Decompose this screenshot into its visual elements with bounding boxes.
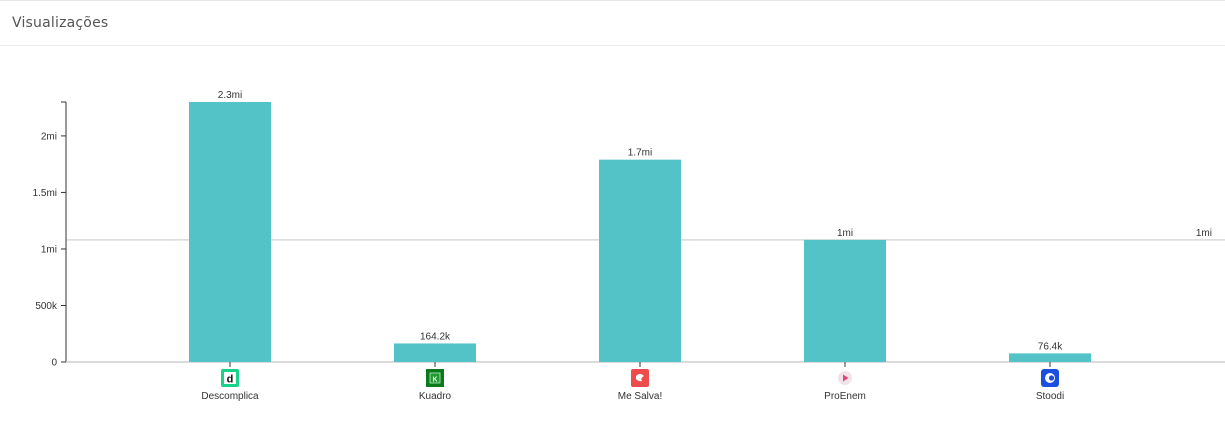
y-tick-label: 1mi xyxy=(41,244,57,255)
bar-value-label: 1mi xyxy=(837,228,853,239)
y-tick-label: 0 xyxy=(51,358,57,369)
bar[interactable] xyxy=(189,102,271,362)
proenem-logo-icon xyxy=(838,371,852,385)
bar[interactable] xyxy=(394,343,476,362)
bar-value-label: 76.4k xyxy=(1038,341,1063,352)
y-tick-label: 500k xyxy=(35,301,58,312)
svg-text:d: d xyxy=(227,374,234,386)
x-tick-label: ProEnem xyxy=(824,391,866,402)
svg-text:K: K xyxy=(432,377,437,384)
bar-chart: 1mi 0 500k 1mi 1.5mi 2mi 2.3mi 164.2k 1.7mi 1mi 76… xyxy=(33,90,1225,402)
bar-value-label: 1.7mi xyxy=(628,148,652,159)
x-tick-label: Stoodi xyxy=(1036,391,1064,402)
y-tick-label: 2mi xyxy=(41,131,57,142)
reference-line-label: 1mi xyxy=(1196,228,1212,239)
x-tick-label: Descomplica xyxy=(201,391,259,402)
bar[interactable] xyxy=(599,159,681,362)
panel-header: Visualizações xyxy=(0,0,1225,46)
x-tick-label: Me Salva! xyxy=(618,391,662,402)
x-tick-label: Kuadro xyxy=(419,391,452,402)
kuadro-logo-icon: K xyxy=(426,369,444,387)
descomplica-logo-icon: d xyxy=(221,369,239,387)
me-salva-logo-icon xyxy=(631,369,649,387)
bar[interactable] xyxy=(804,239,886,362)
panel-title: Visualizações xyxy=(12,15,109,31)
bar-value-label: 2.3mi xyxy=(218,90,242,101)
y-tick-label: 1.5mi xyxy=(33,188,57,199)
bar[interactable] xyxy=(1009,353,1091,362)
bar-value-label: 164.2k xyxy=(420,331,451,342)
stoodi-logo-icon xyxy=(1041,369,1059,387)
